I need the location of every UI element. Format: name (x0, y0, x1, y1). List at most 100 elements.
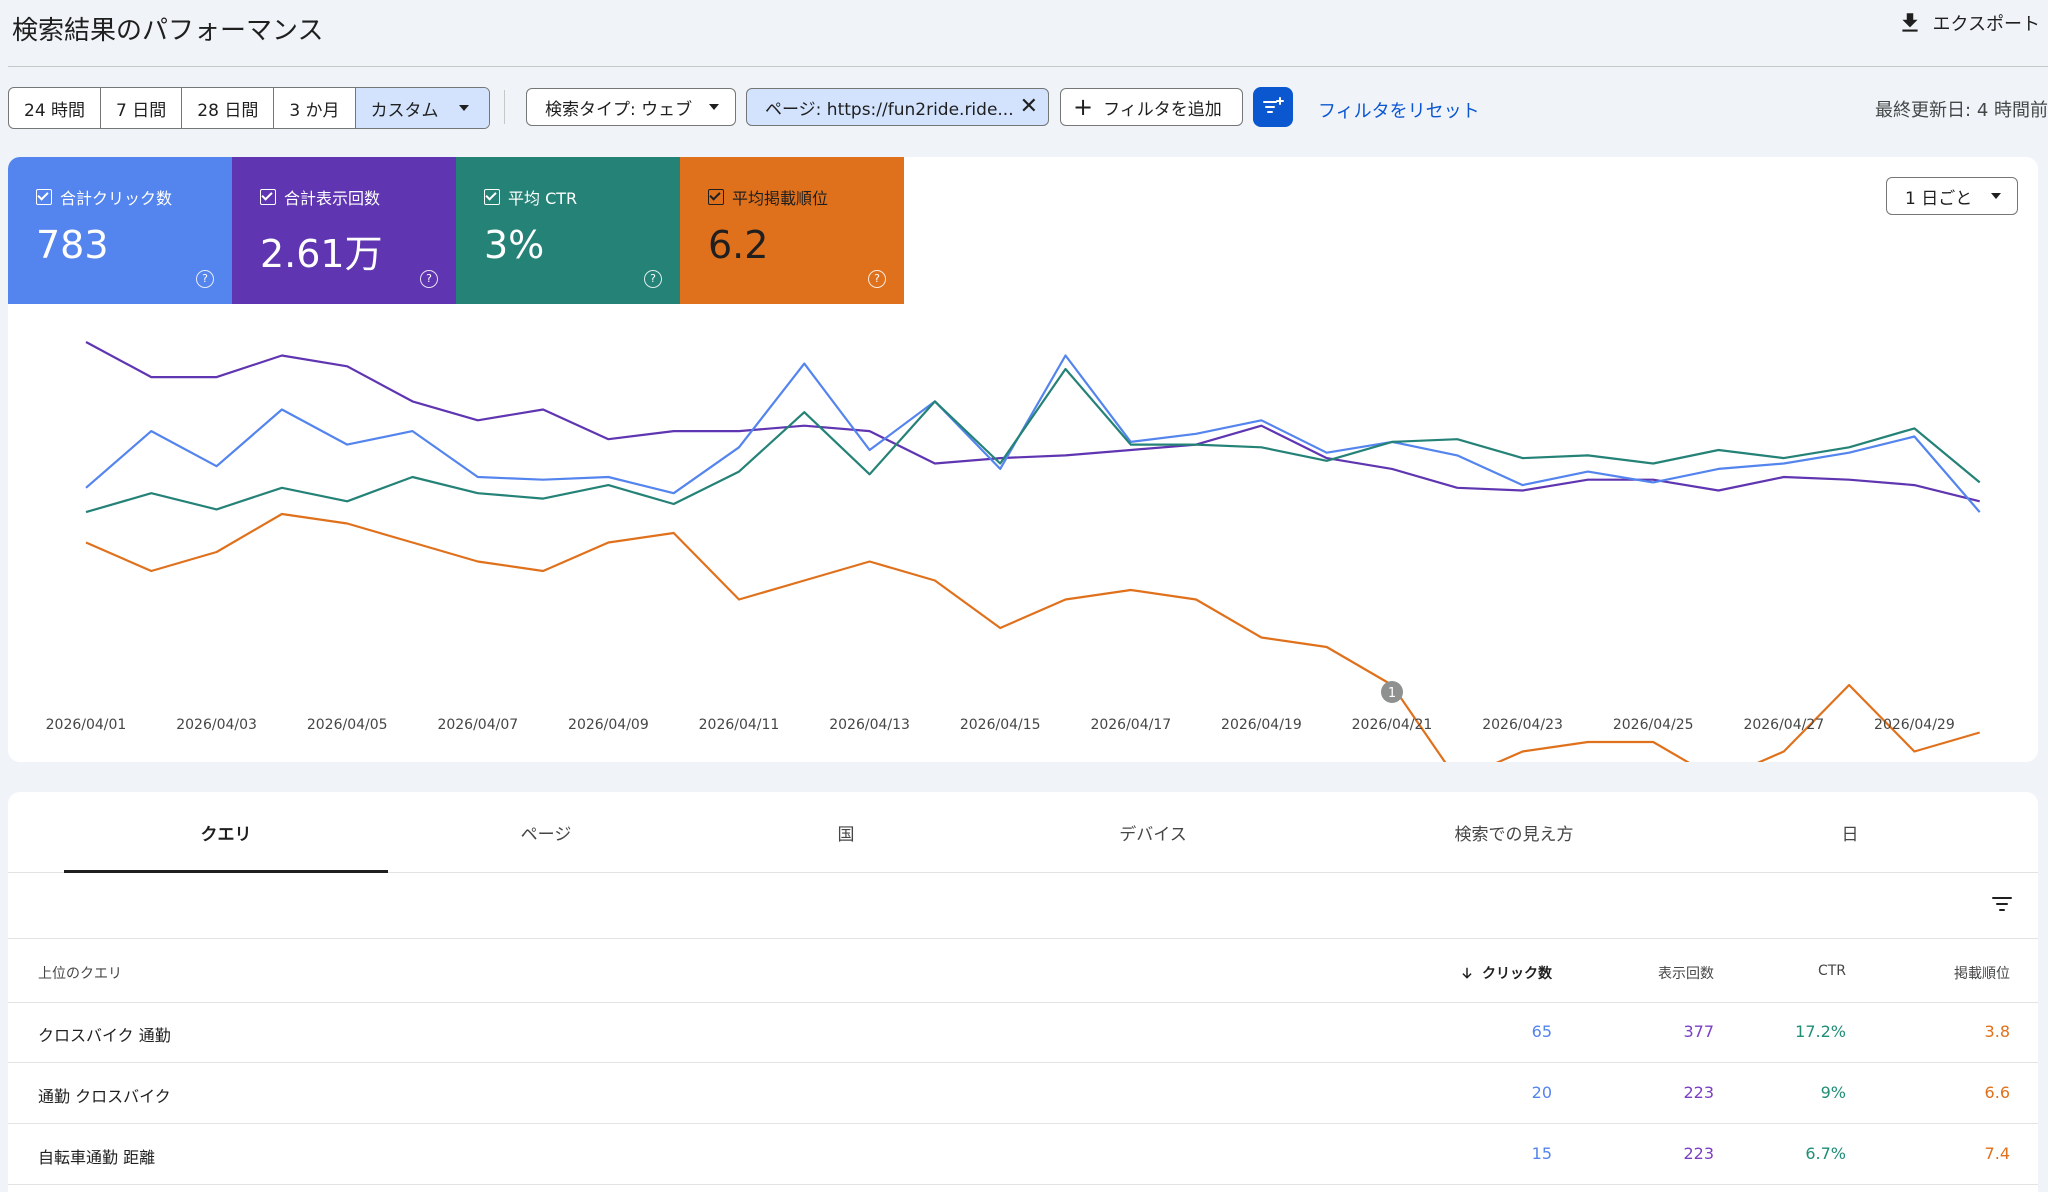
range-custom-label: カスタム (370, 100, 439, 121)
metric-card-position[interactable]: 平均掲載順位 6.2 ? (680, 157, 904, 304)
table-row[interactable]: 自転車通勤 距離 15 223 6.7% 7.4 (8, 1124, 2038, 1185)
add-filter-label: フィルタを追加 (1103, 99, 1222, 120)
granularity-label: 1 日ごと (1905, 188, 1973, 209)
tab-devices[interactable]: デバイス (1119, 824, 1187, 845)
column-header-clicks[interactable]: クリック数 (1460, 963, 1552, 983)
metric-value: 783 (36, 223, 109, 267)
query-cell: 通勤 クロスバイク (38, 1087, 171, 1106)
plus-icon: + (1073, 93, 1094, 121)
performance-line-chart: 2026/04/01 2026/04/03 2026/04/05 2026/04/07… (46, 341, 1981, 762)
ctr-cell: 6.7% (1805, 1144, 1846, 1163)
export-label: エクスポート (1932, 14, 2040, 35)
annotation-label: 1 (1388, 686, 1396, 701)
column-header-position[interactable]: 掲載順位 (1954, 966, 2010, 982)
metric-label: 平均 CTR (508, 189, 578, 208)
reset-filters-link[interactable]: フィルタをリセット (1318, 101, 1480, 122)
close-icon[interactable]: ✕ (1019, 94, 1038, 119)
x-tick-label: 2026/04/25 (1613, 717, 1694, 733)
caret-down-icon (709, 104, 719, 110)
help-icon[interactable]: ? (644, 270, 662, 288)
x-tick-label: 2026/04/23 (1482, 717, 1563, 733)
performance-chart-card: 合計クリック数 783 ? 合計表示回数 2.61万 ? 平均 CTR 3% ?… (8, 157, 2038, 762)
metric-label: 平均掲載順位 (732, 189, 829, 208)
dimension-tabs: クエリ ページ 国 デバイス 検索での見え方 日 (8, 792, 2038, 873)
metric-value: 3% (484, 223, 545, 267)
query-cell: 自転車通勤 距離 (38, 1148, 156, 1167)
tab-countries[interactable]: 国 (837, 824, 855, 845)
table-row[interactable]: クロスバイク 通勤 65 377 17.2% 3.8 (8, 1002, 2038, 1063)
metric-label: 合計表示回数 (284, 189, 381, 208)
position-cell: 3.8 (1984, 1022, 2010, 1041)
tab-pages[interactable]: ページ (520, 824, 572, 845)
clicks-cell: 65 (1531, 1022, 1552, 1041)
metric-value: 2.61万 (260, 232, 383, 276)
help-icon[interactable]: ? (868, 270, 886, 288)
add-filter-button[interactable]: + フィルタを追加 (1060, 88, 1243, 126)
series-line-ctr (85, 367, 1981, 514)
x-tick-label: 2026/04/11 (699, 717, 780, 733)
page-filter-label: ページ: https://fun2ride.ride... (765, 99, 1014, 120)
help-icon[interactable]: ? (196, 270, 214, 288)
checkbox-checked-icon[interactable] (260, 189, 276, 205)
filter-add-icon (1263, 97, 1284, 113)
x-tick-label: 2026/04/29 (1874, 717, 1955, 733)
range-7d-button[interactable]: 7 日間 (101, 88, 183, 128)
column-header-ctr[interactable]: CTR (1817, 963, 1846, 979)
table-row[interactable]: 通勤 クロスバイク 20 223 9% 6.6 (8, 1063, 2038, 1124)
x-tick-label: 2026/04/05 (307, 717, 388, 733)
checkbox-checked-icon[interactable] (36, 189, 52, 205)
range-custom-button[interactable]: カスタム (355, 88, 489, 128)
caret-down-icon (458, 105, 469, 111)
checkbox-checked-icon[interactable] (708, 189, 724, 205)
page-filter-chip[interactable]: ページ: https://fun2ride.ride... ✕ (746, 88, 1049, 126)
column-header-query: 上位のクエリ (38, 966, 122, 982)
x-tick-label: 2026/04/17 (1090, 717, 1171, 733)
x-tick-label: 2026/04/15 (960, 717, 1041, 733)
x-tick-label: 2026/04/03 (176, 717, 257, 733)
column-header-clicks-label: クリック数 (1482, 966, 1552, 982)
annotation-marker[interactable]: 1 (1381, 681, 1403, 703)
metric-value: 6.2 (708, 223, 769, 267)
table-header-row: 上位のクエリ クリック数 表示回数 CTR 掲載順位 (8, 938, 2038, 1003)
impressions-cell: 377 (1683, 1022, 1714, 1041)
granularity-select[interactable]: 1 日ごと (1886, 177, 2018, 215)
metric-label: 合計クリック数 (60, 189, 173, 208)
download-icon (1901, 13, 1918, 32)
impressions-cell: 223 (1683, 1083, 1714, 1102)
column-header-impressions[interactable]: 表示回数 (1658, 966, 1714, 982)
metric-card-clicks[interactable]: 合計クリック数 783 ? (8, 157, 232, 304)
date-range-selector: 24 時間 7 日間 28 日間 3 か月 カスタム (8, 87, 490, 129)
range-28d-button[interactable]: 28 日間 (182, 88, 275, 128)
filter-compare-button[interactable] (1253, 87, 1293, 127)
x-tick-label: 2026/04/07 (437, 717, 518, 733)
export-button[interactable]: エクスポート (1897, 10, 2040, 36)
help-icon[interactable]: ? (420, 270, 438, 288)
tab-search-appearance[interactable]: 検索での見え方 (1454, 824, 1574, 845)
arrow-down-icon (1462, 967, 1472, 979)
checkbox-checked-icon[interactable] (484, 189, 500, 205)
x-tick-label: 2026/04/09 (568, 717, 649, 733)
metric-card-ctr[interactable]: 平均 CTR 3% ? (456, 157, 680, 304)
metric-card-impressions[interactable]: 合計表示回数 2.61万 ? (232, 157, 456, 304)
clicks-cell: 15 (1531, 1144, 1552, 1163)
impressions-cell: 223 (1683, 1144, 1714, 1163)
range-24h-button[interactable]: 24 時間 (9, 88, 102, 128)
annotation-circle (1381, 681, 1403, 703)
series-line-position (85, 512, 1981, 762)
page-title: 検索結果のパフォーマンス (12, 16, 324, 46)
query-cell: クロスバイク 通勤 (38, 1026, 171, 1045)
tab-dates[interactable]: 日 (1841, 824, 1859, 845)
x-tick-label: 2026/04/01 (46, 717, 127, 733)
tab-queries[interactable]: クエリ (64, 792, 388, 873)
x-tick-label: 2026/04/27 (1743, 717, 1824, 733)
x-tick-label: 2026/04/19 (1221, 717, 1302, 733)
search-type-filter[interactable]: 検索タイプ: ウェブ (526, 88, 736, 126)
caret-down-icon (1991, 193, 2001, 199)
filter-list-icon[interactable] (1988, 892, 2016, 916)
last-updated-text: 最終更新日: 4 時間前 (1875, 100, 2048, 121)
toolbar-divider (504, 90, 505, 124)
header-divider (8, 66, 2048, 67)
range-3m-button[interactable]: 3 か月 (274, 88, 356, 128)
x-tick-label: 2026/04/21 (1352, 717, 1433, 733)
position-cell: 7.4 (1984, 1144, 2010, 1163)
